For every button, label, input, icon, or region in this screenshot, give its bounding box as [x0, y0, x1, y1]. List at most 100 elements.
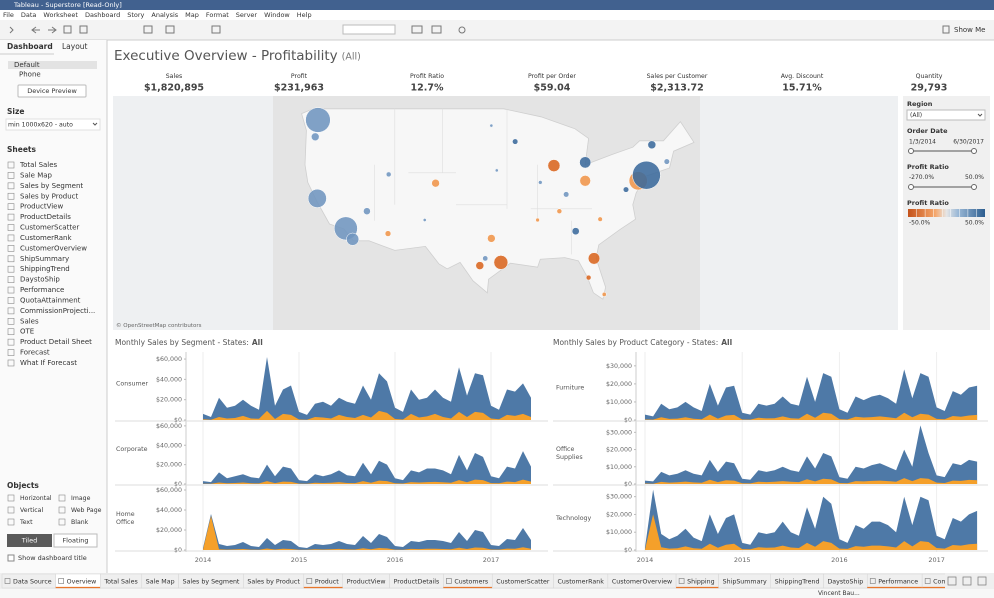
- show-me[interactable]: Show Me: [954, 26, 985, 34]
- map-bubble[interactable]: [346, 232, 360, 246]
- device-option[interactable]: Default: [14, 61, 40, 69]
- sheet-item[interactable]: QuotaAttainment: [20, 296, 81, 304]
- map-bubble[interactable]: [422, 218, 427, 222]
- menu-item[interactable]: Format: [206, 11, 229, 19]
- sheet-tab[interactable]: Total Sales: [100, 573, 143, 589]
- object-item[interactable]: Web Page: [71, 507, 102, 514]
- mode-button[interactable]: [53, 533, 98, 548]
- sheet-tab[interactable]: Commission M: [921, 573, 983, 589]
- sheet-tab[interactable]: ProductDetails: [389, 573, 444, 589]
- map-bubble[interactable]: [487, 234, 496, 243]
- map-bubble[interactable]: [556, 208, 563, 214]
- object-item[interactable]: Vertical: [20, 507, 43, 514]
- map-bubble[interactable]: [482, 255, 489, 262]
- sheet-item[interactable]: ShippingTrend: [20, 265, 70, 273]
- panel-tab[interactable]: Dashboard: [7, 42, 53, 51]
- slider-handle[interactable]: [908, 148, 914, 154]
- object-item[interactable]: Text: [19, 519, 33, 526]
- sheet-item[interactable]: Sale Map: [20, 171, 53, 179]
- checkbox[interactable]: [7, 554, 15, 562]
- sheet-tab[interactable]: Overview: [55, 573, 101, 589]
- sheet-tab[interactable]: ProductView: [342, 573, 390, 589]
- sheet-tab[interactable]: ShippingTrend: [770, 573, 824, 589]
- sheet-item[interactable]: CustomerScatter: [20, 224, 79, 232]
- map-bubble[interactable]: [305, 107, 331, 133]
- map-bubble[interactable]: [535, 217, 540, 223]
- map-bubble[interactable]: [384, 230, 392, 237]
- slider-handle[interactable]: [971, 184, 977, 190]
- device-preview-button[interactable]: [17, 84, 87, 98]
- menu-item[interactable]: Server: [236, 11, 258, 19]
- sheet-tab[interactable]: Data Source: [1, 573, 56, 589]
- map-bubble[interactable]: [579, 156, 592, 169]
- map-bubble[interactable]: [494, 168, 499, 173]
- map-bubble[interactable]: [311, 132, 320, 141]
- sheet-item[interactable]: ShipSummary: [20, 255, 69, 263]
- map-bubble[interactable]: [601, 292, 607, 297]
- map-bubble[interactable]: [475, 261, 485, 270]
- sheet-item[interactable]: Sales: [20, 317, 39, 325]
- map-bubble[interactable]: [585, 274, 592, 281]
- map-bubble[interactable]: [307, 188, 327, 208]
- tab-action[interactable]: [947, 576, 957, 586]
- map-bubble[interactable]: [632, 160, 661, 190]
- map-bubble[interactable]: [538, 180, 543, 185]
- sheet-item[interactable]: Total Sales: [19, 161, 58, 169]
- sheet-item[interactable]: Sales by Product: [20, 192, 79, 200]
- map-bubble[interactable]: [512, 138, 519, 145]
- map-bubble[interactable]: [431, 179, 440, 188]
- map-bubble[interactable]: [363, 207, 371, 215]
- tab-action[interactable]: [977, 576, 987, 586]
- map-bubble[interactable]: [597, 216, 603, 222]
- sheet-item[interactable]: Forecast: [20, 349, 50, 357]
- sheet-tab[interactable]: Sales by Segment: [178, 573, 244, 589]
- sheet-tab[interactable]: ShipSummary: [718, 573, 771, 589]
- menu-item[interactable]: Analysis: [151, 11, 178, 19]
- menu-item[interactable]: Help: [297, 11, 312, 19]
- object-item[interactable]: Horizontal: [20, 495, 52, 502]
- mode-button[interactable]: [7, 534, 52, 547]
- sheet-item[interactable]: Product Detail Sheet: [20, 338, 92, 346]
- slider-handle[interactable]: [971, 148, 977, 154]
- sheet-item[interactable]: OTE: [20, 328, 34, 336]
- menu-item[interactable]: Worksheet: [43, 11, 78, 19]
- menu-item[interactable]: Story: [127, 11, 144, 19]
- sheet-item[interactable]: What If Forecast: [20, 359, 77, 367]
- slider-handle[interactable]: [908, 184, 914, 190]
- map-bubble[interactable]: [647, 140, 657, 150]
- map-bubble[interactable]: [587, 252, 601, 265]
- device-option[interactable]: Phone: [19, 71, 41, 79]
- menu-item[interactable]: Map: [185, 11, 199, 19]
- sheet-item[interactable]: CustomerRank: [20, 234, 72, 242]
- sheet-tab[interactable]: Product: [303, 573, 343, 589]
- panel-tab[interactable]: Layout: [62, 42, 88, 51]
- object-item[interactable]: Image: [71, 495, 91, 502]
- map-bubble[interactable]: [663, 158, 670, 165]
- menu-item[interactable]: File: [3, 11, 14, 19]
- map-bubble[interactable]: [622, 186, 630, 193]
- map-bubble[interactable]: [385, 171, 392, 178]
- menu-item[interactable]: Window: [264, 11, 290, 19]
- size-dropdown[interactable]: [5, 118, 101, 131]
- map-bubble[interactable]: [489, 123, 494, 128]
- sheet-tab[interactable]: Sales by Product: [243, 573, 305, 589]
- sheet-item[interactable]: ProductDetails: [20, 213, 71, 221]
- sheet-tab[interactable]: Shipping: [675, 573, 719, 589]
- fit-dropdown[interactable]: [342, 24, 396, 35]
- sheet-item[interactable]: CommissionProjecti...: [20, 307, 95, 315]
- map-bubble[interactable]: [547, 159, 561, 172]
- map-bubble[interactable]: [571, 227, 580, 236]
- sheet-tab[interactable]: Customers: [443, 573, 493, 589]
- tab-action[interactable]: [962, 576, 972, 586]
- sheet-tab[interactable]: CustomerOverview: [607, 573, 677, 589]
- sheet-tab[interactable]: CustomerScatter: [491, 573, 554, 589]
- object-item[interactable]: Blank: [71, 519, 89, 526]
- sheet-tab[interactable]: CustomerRank: [553, 573, 609, 589]
- menu-item[interactable]: Data: [21, 11, 37, 19]
- map-bubble[interactable]: [493, 255, 509, 270]
- map-bubble[interactable]: [563, 191, 570, 198]
- sheet-tab[interactable]: DaystoShip: [823, 573, 868, 589]
- sheet-tab[interactable]: Sale Map: [141, 573, 179, 589]
- sheet-tab[interactable]: Performance: [866, 573, 923, 589]
- region-dropdown[interactable]: [906, 109, 986, 121]
